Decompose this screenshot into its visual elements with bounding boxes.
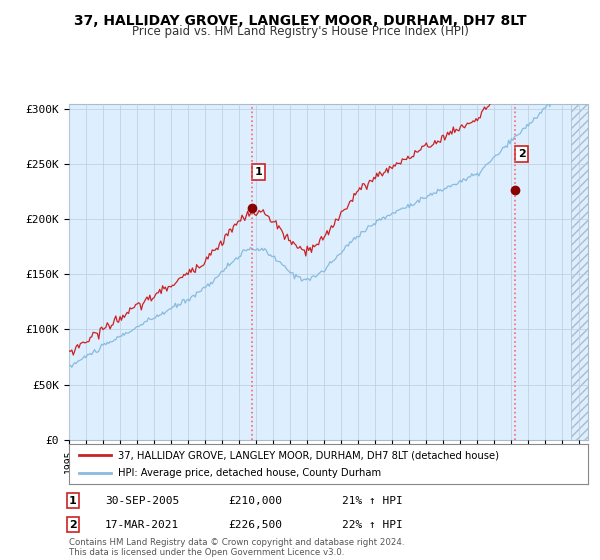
Text: 1: 1 bbox=[69, 496, 77, 506]
Text: 1: 1 bbox=[254, 167, 262, 177]
Text: 30-SEP-2005: 30-SEP-2005 bbox=[105, 496, 179, 506]
Text: Contains HM Land Registry data © Crown copyright and database right 2024.
This d: Contains HM Land Registry data © Crown c… bbox=[69, 538, 404, 557]
Text: 37, HALLIDAY GROVE, LANGLEY MOOR, DURHAM, DH7 8LT (detached house): 37, HALLIDAY GROVE, LANGLEY MOOR, DURHAM… bbox=[118, 450, 499, 460]
Text: 17-MAR-2021: 17-MAR-2021 bbox=[105, 520, 179, 530]
Text: 2: 2 bbox=[69, 520, 77, 530]
Text: 2: 2 bbox=[518, 149, 526, 159]
Text: Price paid vs. HM Land Registry's House Price Index (HPI): Price paid vs. HM Land Registry's House … bbox=[131, 25, 469, 38]
Text: HPI: Average price, detached house, County Durham: HPI: Average price, detached house, Coun… bbox=[118, 468, 382, 478]
Text: £226,500: £226,500 bbox=[228, 520, 282, 530]
Polygon shape bbox=[571, 104, 588, 440]
Text: 37, HALLIDAY GROVE, LANGLEY MOOR, DURHAM, DH7 8LT: 37, HALLIDAY GROVE, LANGLEY MOOR, DURHAM… bbox=[74, 14, 526, 28]
Text: 22% ↑ HPI: 22% ↑ HPI bbox=[342, 520, 403, 530]
Text: 21% ↑ HPI: 21% ↑ HPI bbox=[342, 496, 403, 506]
Text: £210,000: £210,000 bbox=[228, 496, 282, 506]
